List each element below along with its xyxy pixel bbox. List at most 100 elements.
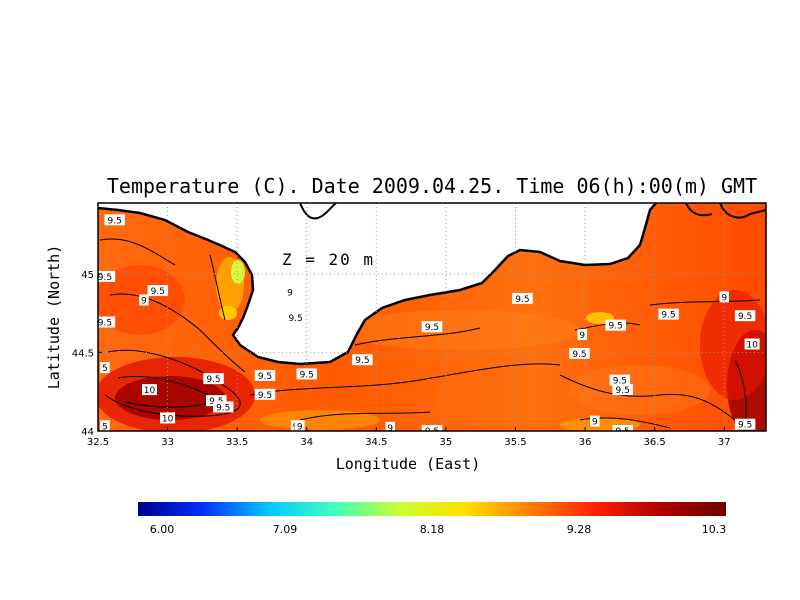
contour-label: 9.5 (104, 214, 125, 226)
svg-text:9.5: 9.5 (258, 391, 272, 401)
x-tick-label: 37 (718, 437, 731, 448)
contour-line (99, 238, 176, 266)
x-tick-label: 36.5 (644, 437, 666, 448)
plot-area: 9.59.59.599.599.5510109.59.59.59.59.59.5… (98, 203, 766, 437)
svg-text:9.5: 9.5 (615, 427, 629, 437)
svg-text:9.5: 9.5 (425, 427, 439, 437)
x-tick-label: 33.5 (226, 437, 248, 448)
contour-line (299, 411, 431, 421)
svg-text:9.5: 9.5 (515, 295, 529, 305)
x-tick-label: 33 (161, 437, 174, 448)
x-tick-label: 34.5 (365, 437, 387, 448)
contour-label: 9.5 (254, 369, 276, 382)
contour-label: 9.5 (421, 321, 443, 333)
contour-label: 10 (141, 384, 157, 396)
svg-text:10: 10 (162, 414, 174, 424)
contour-label: 9.5 (612, 425, 633, 437)
plot-frame (97, 202, 767, 432)
y-tick-label: 44 (81, 427, 94, 438)
contour-label: 9 (719, 291, 729, 303)
contour-line (649, 299, 761, 306)
contour-line (209, 254, 226, 321)
y-axis-ticks: 44 44.5 45 (72, 270, 102, 438)
contour-label: 9 (385, 421, 395, 434)
y-tick-label: 44.5 (72, 348, 94, 359)
svg-text:9: 9 (579, 331, 585, 341)
contour-label: 9 (295, 420, 305, 431)
x-tick-label: 35 (440, 437, 453, 448)
contour-label: 9.5 (512, 292, 533, 305)
colorbar-tick-label: 8.18 (420, 523, 445, 536)
contour-label: 9.5 (352, 354, 373, 366)
svg-text:9.5: 9.5 (98, 319, 112, 329)
svg-text:5: 5 (102, 422, 108, 432)
x-tick-label: 36 (579, 437, 592, 448)
svg-text:5: 5 (102, 364, 108, 374)
contour-label: 9.5 (421, 425, 443, 437)
contour-label: 9.5 (658, 308, 679, 321)
contour-label: 9.5 (734, 418, 756, 431)
colorbar-tick-label: 10.3 (702, 523, 727, 536)
contour-label: 9.5 (296, 368, 317, 380)
contour-line (354, 327, 481, 346)
coastline (98, 203, 657, 366)
svg-text:9.5: 9.5 (151, 287, 165, 297)
contour-label: 9 (139, 294, 149, 306)
contour-line (579, 417, 671, 429)
x-axis-label: Longitude (East) (336, 455, 481, 473)
svg-text:9.5: 9.5 (258, 372, 272, 382)
contour-label: 9 (285, 286, 295, 299)
chart-title: Temperature (C). Date 2009.04.25. Time 0… (107, 174, 757, 198)
colorbar (138, 502, 726, 516)
contour-line (104, 349, 241, 417)
svg-text:9.5: 9.5 (609, 322, 623, 332)
contour-label: 9.5 (609, 374, 631, 387)
svg-text:9.5: 9.5 (738, 421, 752, 431)
coastline (299, 203, 337, 220)
svg-text:9.5: 9.5 (572, 350, 586, 360)
contour-label: 10 (744, 338, 760, 351)
contour-label: 9.5 (98, 270, 116, 283)
svg-text:10: 10 (144, 386, 156, 396)
x-tick-label: 35.5 (504, 437, 526, 448)
y-tick-label: 45 (81, 270, 94, 281)
svg-text:9.5: 9.5 (216, 403, 230, 413)
svg-text:9.5: 9.5 (355, 356, 369, 366)
svg-text:9: 9 (387, 424, 393, 434)
contour-label: 9 (577, 329, 588, 341)
x-axis-ticks: 32.5 33 33.5 34 34.5 35 35.5 36 36.5 37 (87, 427, 731, 448)
svg-text:9: 9 (592, 418, 598, 428)
contour-label: 10 (160, 412, 176, 424)
contour-label: 9.5 (98, 316, 116, 329)
svg-text:9: 9 (287, 289, 293, 299)
svg-text:9.5: 9.5 (300, 370, 314, 380)
svg-text:9.5: 9.5 (425, 323, 439, 333)
svg-text:9.5: 9.5 (661, 311, 675, 321)
x-tick-label: 34 (300, 437, 313, 448)
contour-label: 9.5 (254, 388, 276, 401)
contour-label: 9 (590, 415, 600, 428)
svg-text:9.5: 9.5 (98, 273, 112, 283)
contour-label: 9.5 (213, 401, 234, 413)
contour-label: 5 (100, 362, 110, 374)
depth-annotation: Z = 20 m (282, 250, 375, 269)
contour-label: 5 (100, 420, 110, 432)
contour-line (249, 363, 561, 396)
svg-text:9.5: 9.5 (613, 377, 627, 387)
contour-label: 9.5 (605, 319, 626, 332)
contour-label: 9.5 (203, 373, 224, 385)
contour-labels: 9.59.59.599.599.5510109.59.59.59.59.59.5… (98, 214, 760, 437)
svg-text:9.5: 9.5 (615, 386, 629, 396)
svg-text:9.5: 9.5 (108, 216, 122, 226)
svg-text:9: 9 (141, 296, 147, 306)
coastline (719, 203, 766, 219)
colorbar-labels: 6.00 7.09 8.18 9.28 10.3 (150, 523, 727, 536)
coastline (685, 203, 713, 217)
contour-line (109, 293, 246, 373)
contour-label: 9.5 (612, 384, 633, 396)
colorbar-tick-label: 6.00 (150, 523, 175, 536)
svg-text:9.5: 9.5 (288, 314, 302, 324)
svg-text:9.5: 9.5 (206, 375, 220, 385)
contour-label: 9.5 (734, 310, 756, 322)
